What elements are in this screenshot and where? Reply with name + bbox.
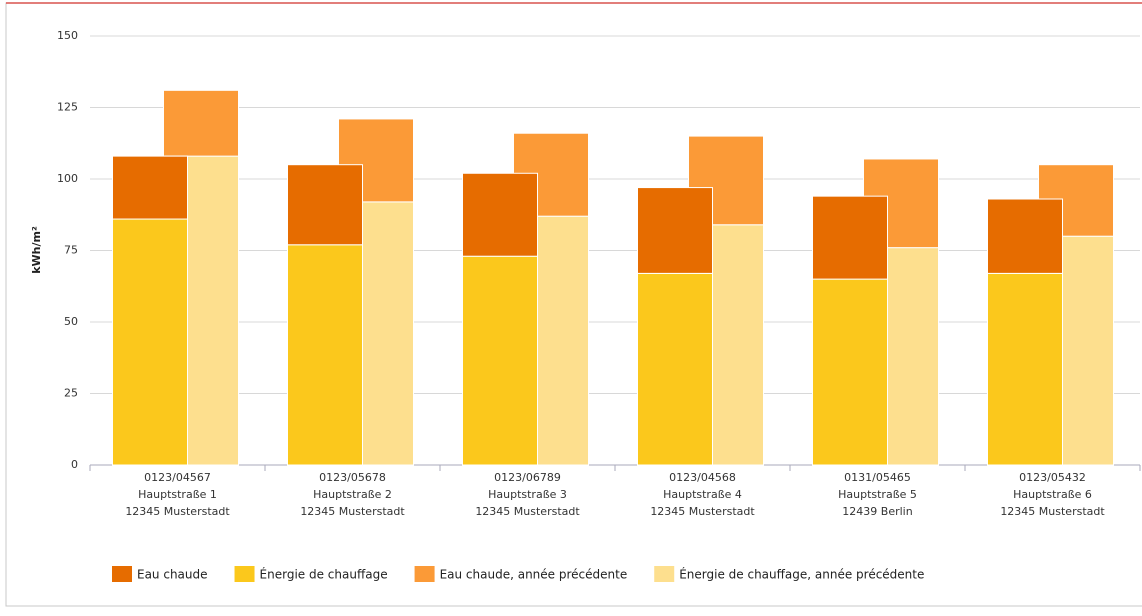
x-tick-label: 12345 Musterstadt [475,505,580,518]
legend-swatch [234,566,255,582]
y-tick-label: 100 [57,172,78,185]
x-tick-label: Hauptstraße 1 [138,488,217,501]
bar [462,172,538,257]
legend-label: Énergie de chauffage, année précédente [679,567,924,582]
legend-label: Eau chaude [137,568,208,582]
x-tick-label: 0123/06789 [494,471,561,484]
bar [987,272,1063,466]
x-tick-label: Hauptstraße 2 [313,488,392,501]
x-tick-label: 12345 Musterstadt [125,505,230,518]
bar [637,187,713,274]
x-tick-label: Hauptstraße 3 [488,488,567,501]
y-tick-label: 0 [71,458,78,471]
bar [812,278,888,466]
y-tick-label: 25 [64,387,78,400]
x-tick-label: 12345 Musterstadt [650,505,755,518]
legend-label: Énergie de chauffage [260,567,388,582]
x-tick-label: Hauptstraße 6 [1013,488,1092,501]
x-tick-label: 12345 Musterstadt [300,505,405,518]
bar [462,255,538,466]
legend-swatch [414,566,435,582]
legend-swatch [112,566,132,582]
bar [287,164,363,246]
y-tick-label: 125 [57,101,78,114]
bar [812,195,888,280]
bar [112,155,188,220]
x-tick-label: 12345 Musterstadt [1000,505,1105,518]
bar [287,244,363,466]
bar [163,89,239,157]
y-axis-title: kWh/m² [30,226,43,274]
x-tick-label: 0123/04567 [144,471,211,484]
x-tick-label: Hauptstraße 4 [663,488,742,501]
legend-label: Eau chaude, année précédente [440,568,628,582]
y-tick-label: 150 [57,29,78,42]
x-tick-label: 12439 Berlin [842,505,912,518]
legend-swatch [654,566,675,582]
y-tick-label: 75 [64,244,78,257]
y-tick-label: 50 [64,315,78,328]
bar [987,198,1063,274]
bar [112,218,188,466]
x-tick-label: 0123/05678 [319,471,386,484]
bar [637,272,713,466]
x-tick-label: Hauptstraße 5 [838,488,917,501]
x-tick-label: 0123/04568 [669,471,736,484]
x-tick-label: 0123/05432 [1019,471,1086,484]
x-tick-label: 0131/05465 [844,471,911,484]
